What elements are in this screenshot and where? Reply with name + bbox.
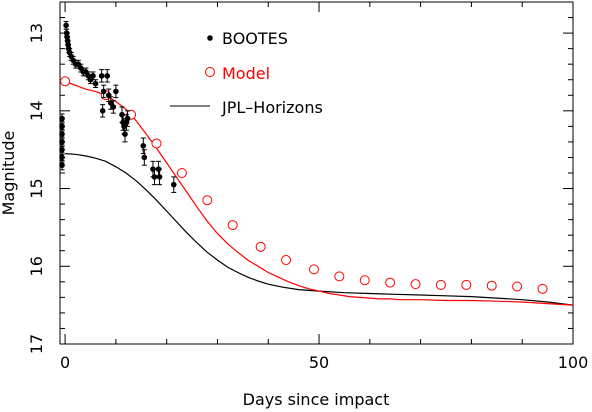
model-marker bbox=[334, 271, 345, 282]
plot-frame bbox=[59, 1, 574, 345]
legend-model-label: Model bbox=[222, 64, 270, 83]
bootes-point bbox=[141, 154, 148, 161]
legend-model-marker bbox=[205, 67, 215, 77]
model-marker bbox=[359, 275, 370, 286]
y-tick-label: 14 bbox=[27, 101, 46, 121]
bootes-point bbox=[100, 88, 107, 95]
jpl-horizons-line bbox=[65, 153, 574, 306]
bootes-point bbox=[59, 115, 65, 122]
model-marker bbox=[461, 279, 472, 290]
x-axis-label: Days since impact bbox=[243, 390, 390, 409]
model-marker bbox=[308, 264, 319, 275]
model-marker bbox=[151, 138, 162, 149]
model-marker bbox=[60, 76, 71, 87]
bootes-point bbox=[59, 154, 65, 161]
legend-jpl-label: JPL–Horizons bbox=[221, 98, 323, 117]
bootes-point bbox=[124, 115, 131, 122]
bootes-point bbox=[104, 73, 111, 79]
y-axis-label: Magnitude bbox=[0, 131, 18, 216]
bootes-point bbox=[59, 139, 65, 145]
bootes-point bbox=[140, 142, 147, 149]
model-marker bbox=[227, 220, 238, 231]
model-marker bbox=[537, 283, 548, 294]
bootes-point bbox=[59, 123, 65, 130]
bootes-point bbox=[59, 162, 65, 169]
model-marker bbox=[202, 195, 213, 206]
legend: BOOTES Model JPL–Horizons bbox=[170, 29, 323, 117]
x-tick-label: 50 bbox=[309, 353, 329, 372]
bootes-point bbox=[99, 108, 106, 114]
x-tick-label: 0 bbox=[60, 353, 70, 372]
bootes-point bbox=[151, 174, 158, 180]
bootes-point bbox=[59, 146, 65, 153]
bootes-point bbox=[113, 88, 119, 95]
y-tick-label: 17 bbox=[27, 334, 46, 354]
bootes-series bbox=[59, 20, 177, 193]
x-tick-label: 100 bbox=[558, 353, 589, 372]
model-marker bbox=[176, 168, 187, 178]
bootes-point bbox=[92, 80, 99, 87]
model-marker bbox=[255, 241, 266, 252]
bootes-point bbox=[63, 22, 69, 29]
y-tick-label: 16 bbox=[27, 256, 46, 276]
legend-bootes-label: BOOTES bbox=[222, 29, 288, 48]
bootes-point bbox=[98, 73, 105, 79]
bootes-point bbox=[122, 131, 128, 137]
bootes-point bbox=[59, 131, 65, 137]
y-tick-label: 13 bbox=[27, 23, 46, 43]
y-tick-label: 15 bbox=[27, 178, 46, 198]
legend-bootes-marker bbox=[207, 35, 213, 41]
bootes-point bbox=[110, 104, 117, 110]
bootes-point bbox=[90, 73, 96, 79]
model-marker bbox=[512, 281, 523, 292]
model-marker bbox=[385, 277, 396, 288]
model-marker bbox=[435, 279, 446, 290]
model-marker bbox=[281, 255, 292, 266]
jpl-horizons-series bbox=[65, 153, 574, 306]
model-marker bbox=[486, 280, 497, 291]
bootes-point bbox=[156, 174, 163, 180]
axis-ticks bbox=[60, 1, 574, 345]
bootes-point bbox=[170, 181, 177, 188]
model-marker bbox=[410, 279, 421, 290]
axis-tick-labels: 0 50 100 13 14 15 16 17 bbox=[27, 23, 588, 372]
